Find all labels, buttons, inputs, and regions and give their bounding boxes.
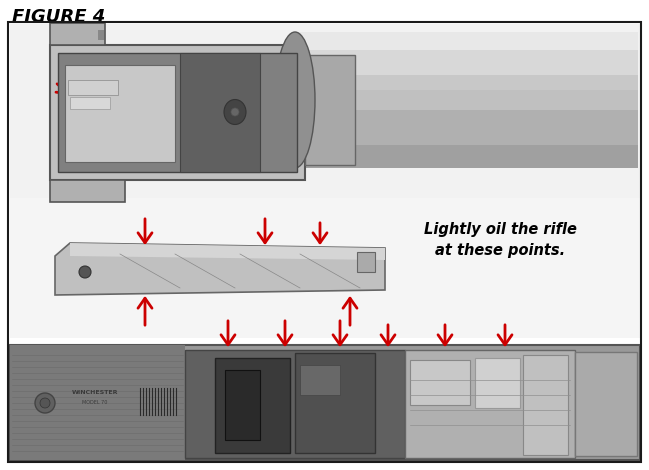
Bar bbox=[225, 370, 260, 440]
Bar bbox=[70, 97, 110, 109]
Bar bbox=[68, 80, 118, 95]
Bar bbox=[295, 110, 638, 145]
Bar bbox=[10, 198, 640, 338]
Bar bbox=[295, 145, 638, 168]
Polygon shape bbox=[70, 243, 385, 260]
Bar bbox=[65, 65, 175, 162]
Bar bbox=[215, 358, 290, 453]
Bar bbox=[295, 50, 638, 75]
Polygon shape bbox=[55, 243, 385, 295]
Bar bbox=[10, 24, 640, 199]
Bar bbox=[295, 90, 638, 110]
Text: Lightly oil the rifle
at these points.: Lightly oil the rifle at these points. bbox=[424, 222, 576, 258]
Bar bbox=[295, 32, 638, 50]
Bar bbox=[50, 23, 105, 45]
Bar bbox=[295, 353, 375, 453]
Bar bbox=[305, 55, 355, 165]
Text: WINCHESTER: WINCHESTER bbox=[72, 390, 118, 394]
Bar bbox=[185, 350, 405, 458]
Bar bbox=[10, 345, 640, 460]
Bar bbox=[295, 32, 638, 168]
Ellipse shape bbox=[224, 100, 246, 125]
Bar bbox=[300, 365, 340, 395]
Circle shape bbox=[35, 393, 55, 413]
Bar bbox=[50, 45, 305, 180]
Bar bbox=[58, 53, 297, 172]
Circle shape bbox=[79, 266, 91, 278]
Text: MODEL 70: MODEL 70 bbox=[82, 400, 108, 405]
Bar bbox=[575, 352, 637, 456]
Ellipse shape bbox=[275, 32, 315, 168]
Bar bbox=[180, 53, 260, 172]
Bar bbox=[410, 360, 470, 405]
Ellipse shape bbox=[231, 108, 239, 116]
Bar bbox=[357, 252, 375, 272]
Text: FIGURE 4: FIGURE 4 bbox=[12, 8, 105, 26]
Bar bbox=[475, 358, 520, 408]
Bar bbox=[405, 350, 575, 458]
Bar bbox=[50, 180, 125, 202]
Circle shape bbox=[40, 398, 50, 408]
Bar bbox=[523, 355, 568, 455]
Bar bbox=[10, 345, 185, 460]
Bar bbox=[98, 30, 104, 40]
